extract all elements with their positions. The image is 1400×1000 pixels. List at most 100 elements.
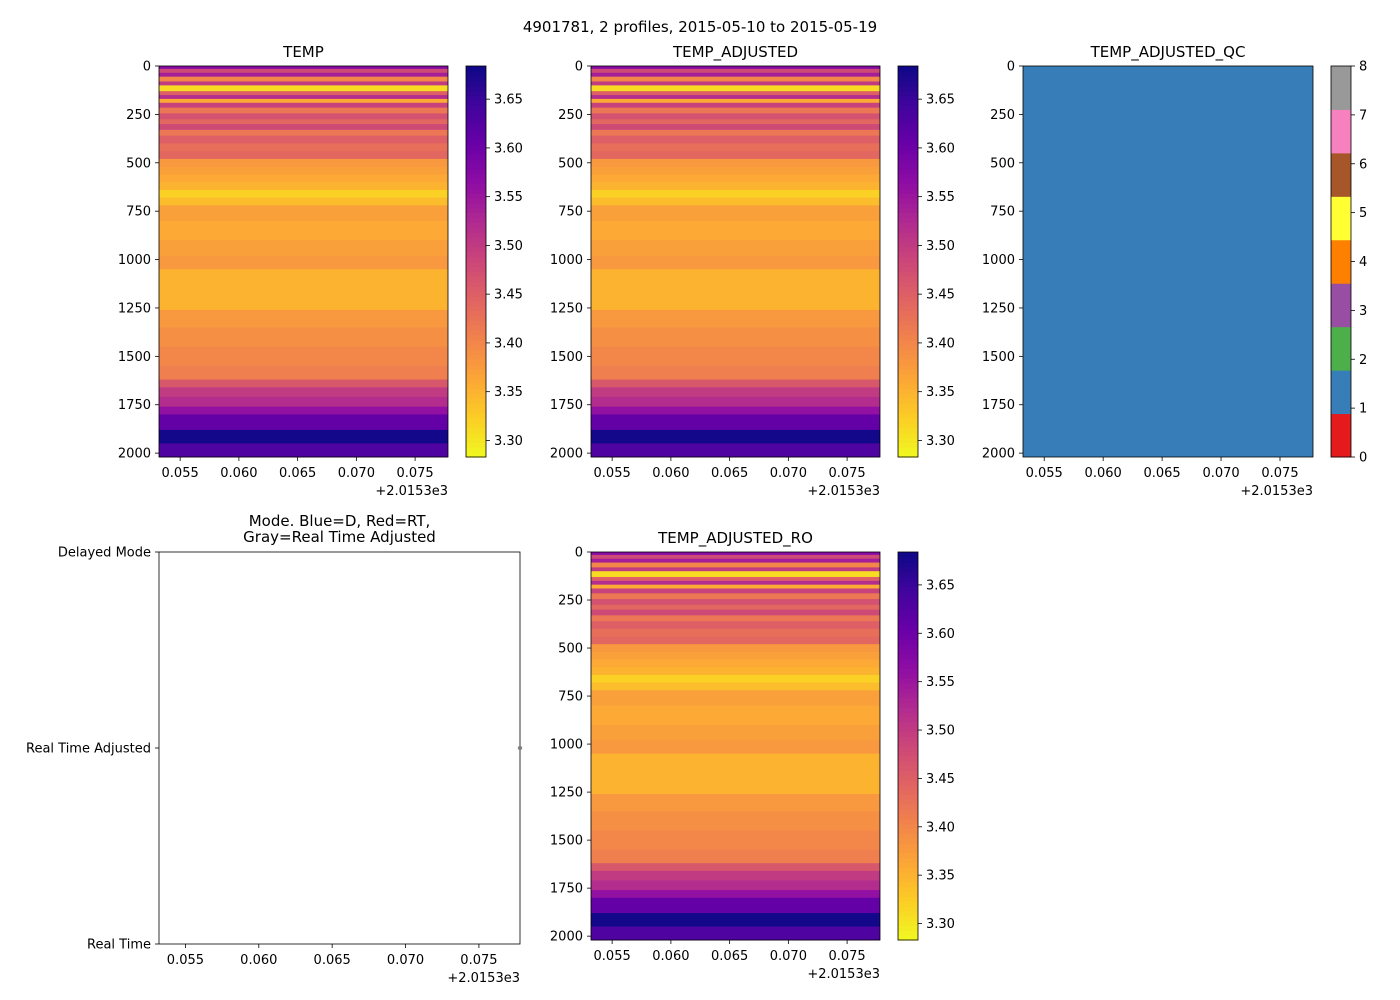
y-tick-label: 2000 bbox=[982, 447, 1015, 462]
axes-frame bbox=[158, 65, 449, 458]
x-tick-label: 0.070 bbox=[1202, 466, 1239, 481]
heatmap-layer bbox=[591, 644, 880, 653]
y-tick-label: 1500 bbox=[550, 350, 583, 365]
heatmap-layer bbox=[591, 124, 880, 131]
colorbar-segment bbox=[466, 290, 486, 297]
colorbar-segment bbox=[898, 668, 918, 674]
colorbar-tick-label: 3.40 bbox=[494, 336, 523, 351]
colorbar-segment bbox=[898, 329, 918, 336]
y-tick-label: 1500 bbox=[118, 350, 151, 365]
x-tick-label: 0.070 bbox=[338, 466, 375, 481]
y-tick-label: 750 bbox=[558, 690, 583, 705]
colorbar-segment bbox=[898, 571, 918, 577]
axes-frame bbox=[590, 65, 881, 458]
colorbar-segment bbox=[898, 408, 918, 414]
colorbar-segment bbox=[898, 556, 918, 563]
heatmap-layer bbox=[591, 81, 880, 86]
y-tick-label: 2000 bbox=[118, 447, 151, 462]
y-tick-label: 1000 bbox=[982, 253, 1015, 268]
heatmap-layer bbox=[591, 740, 880, 755]
colorbar-segment bbox=[1331, 196, 1351, 241]
x-tick-label: 0.055 bbox=[594, 949, 631, 964]
heatmap-layer bbox=[591, 255, 880, 270]
heatmap-layer bbox=[159, 189, 448, 199]
colorbar-segment bbox=[898, 843, 918, 849]
colorbar-frame bbox=[897, 65, 919, 458]
colorbar-segment bbox=[898, 605, 918, 611]
colorbar-segment bbox=[898, 828, 918, 834]
x-offset-label: +2.0153e3 bbox=[1240, 484, 1313, 499]
colorbar-segment bbox=[898, 85, 918, 92]
colorbar-segment bbox=[898, 750, 918, 757]
colorbar-segment bbox=[466, 437, 486, 443]
y-tick-label: 1000 bbox=[550, 253, 583, 268]
heatmap-layer bbox=[591, 102, 880, 109]
axes-frame bbox=[1022, 65, 1314, 458]
colorbar-segment bbox=[898, 561, 918, 568]
colorbar-segment bbox=[466, 153, 486, 160]
x-tick-label: 0.065 bbox=[279, 466, 316, 481]
heatmap-layer bbox=[591, 76, 880, 82]
colorbar-segment bbox=[466, 310, 486, 316]
colorbar-segment bbox=[898, 566, 918, 572]
heatmap-layer bbox=[159, 72, 448, 78]
colorbar-tick-label: 3.30 bbox=[494, 434, 523, 449]
colorbar-tick-label: 3.60 bbox=[926, 141, 955, 156]
colorbar-segment bbox=[466, 432, 486, 439]
colorbar-segment bbox=[1331, 239, 1351, 284]
heatmap-cell bbox=[1023, 66, 1313, 457]
colorbar-segment bbox=[898, 266, 918, 272]
heatmap-layer bbox=[159, 197, 448, 206]
colorbar-segment bbox=[898, 838, 918, 844]
axes-frame bbox=[158, 551, 521, 945]
colorbar-segment bbox=[898, 95, 918, 101]
colorbar-segment bbox=[466, 163, 486, 170]
heatmap-layer bbox=[591, 567, 880, 572]
colorbar-segment bbox=[466, 237, 486, 243]
colorbar-segment bbox=[466, 202, 486, 209]
colorbar-tick-label: 3.45 bbox=[926, 772, 955, 787]
colorbar-segment bbox=[898, 70, 918, 77]
heatmap-layer bbox=[591, 240, 880, 257]
colorbar-segment bbox=[466, 158, 486, 165]
heatmap-layer bbox=[591, 205, 880, 222]
heatmap-layer bbox=[591, 724, 880, 741]
colorbar-segment bbox=[898, 673, 918, 679]
colorbar-tick-label: 0 bbox=[1359, 451, 1367, 466]
colorbar-segment bbox=[898, 789, 918, 796]
colorbar-segment bbox=[466, 408, 486, 414]
heatmap-layer bbox=[159, 76, 448, 82]
colorbar-segment bbox=[898, 896, 918, 902]
colorbar-segment bbox=[898, 755, 918, 762]
colorbar-segment bbox=[898, 168, 918, 175]
heatmap-layer bbox=[159, 66, 448, 70]
colorbar-tick-label: 4 bbox=[1359, 255, 1367, 270]
y-tick-label: 1750 bbox=[982, 398, 1015, 413]
colorbar-segment bbox=[466, 320, 486, 326]
y-tick-label: 750 bbox=[558, 205, 583, 220]
colorbar-segment bbox=[466, 207, 486, 214]
colorbar-segment bbox=[466, 109, 486, 116]
colorbar-frame bbox=[1330, 65, 1352, 458]
x-tick-label: 0.055 bbox=[162, 466, 199, 481]
colorbar-segment bbox=[898, 207, 918, 214]
panel-title-line2: Gray=Real Time Adjusted bbox=[243, 528, 436, 546]
colorbar-segment bbox=[898, 232, 918, 238]
colorbar-segment bbox=[466, 349, 486, 355]
heatmap-layer bbox=[159, 220, 448, 241]
heatmap-layer bbox=[159, 309, 448, 328]
colorbar-segment bbox=[898, 658, 918, 665]
heatmap-layer bbox=[159, 95, 448, 100]
colorbar-segment bbox=[898, 447, 918, 453]
colorbar-segment bbox=[898, 344, 918, 351]
y-tick-label: 250 bbox=[558, 108, 583, 123]
colorbar-segment bbox=[466, 325, 486, 331]
colorbar-segment bbox=[898, 585, 918, 592]
colorbar-segment bbox=[898, 373, 918, 380]
heatmap-layer bbox=[591, 674, 880, 684]
y-tick-label: 1750 bbox=[550, 882, 583, 897]
colorbar-segment bbox=[466, 364, 486, 370]
x-tick-label: 0.070 bbox=[387, 953, 424, 968]
colorbar-tick-label: 3.40 bbox=[926, 336, 955, 351]
